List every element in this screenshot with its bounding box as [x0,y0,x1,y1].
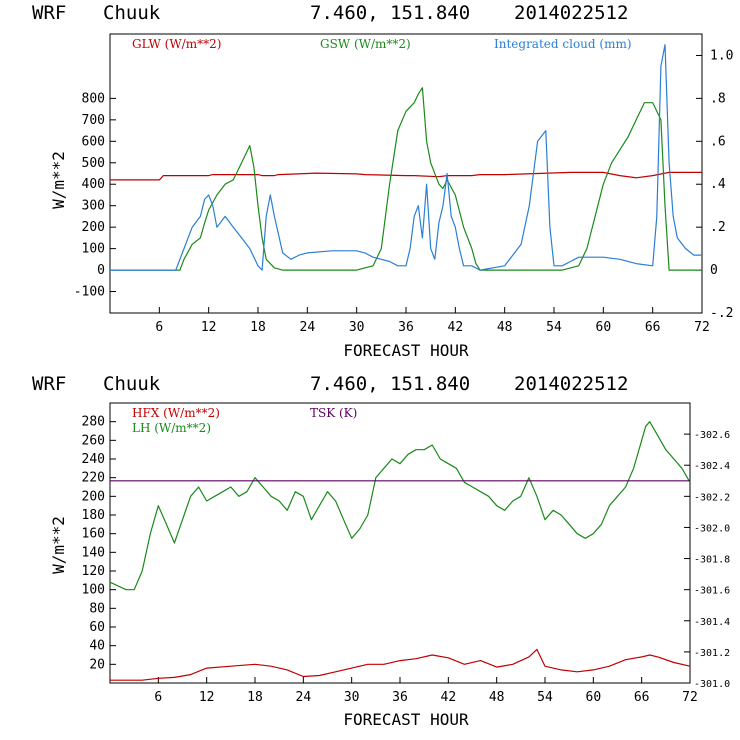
y2-tick-label: -.2 [710,306,733,321]
x-tick-label: 36 [392,690,408,705]
plot-frame-1 [109,33,703,314]
y2-tick-label: -302.0 [694,523,730,534]
x-tick-label: 18 [250,320,266,335]
x-tick-label: 36 [398,320,414,335]
gsw-series-line [110,87,702,271]
legend-glw: GLW (W/m**2) [132,37,221,51]
y-tick-label: 160 [82,527,105,542]
y-tick-label: 0 [97,263,105,278]
y-tick-label: 400 [82,177,105,192]
model-label-1: WRF [32,2,66,24]
y-tick-label: 100 [82,242,105,257]
y-tick-label: 40 [89,639,105,654]
x-tick-label: 24 [296,690,312,705]
x-tick-label: 72 [682,690,698,705]
legend-lh: LH (W/m**2) [132,421,211,435]
y2-tick-label: -301.8 [694,555,730,566]
x-tick-label: 66 [634,690,650,705]
x-tick-label: 60 [586,690,602,705]
legend-cloud: Integrated cloud (mm) [494,37,632,51]
legend-hfx: HFX (W/m**2) [132,406,220,420]
y2-tick-label: .4 [710,177,726,192]
x-tick-label: 30 [344,690,360,705]
y2-tick-label: -302.4 [694,461,730,472]
x-tick-label: 60 [596,320,612,335]
x-tick-label: 12 [199,690,215,705]
x-axis-label-2: FORECAST HOUR [343,710,469,729]
legend-tsk: TSK (K) [310,406,357,420]
x-tick-label: 24 [300,320,316,335]
hfx-series-line [110,648,691,681]
x-tick-label: 12 [201,320,217,335]
integrated-series-line [110,44,702,271]
init-time-label-2: 2014022512 [514,373,628,395]
plot-frame-2 [109,402,691,684]
y-tick-label: 220 [82,471,105,486]
y-tick-label: 20 [89,657,105,672]
y-tick-label: 280 [82,415,105,430]
y-tick-label: 200 [82,220,105,235]
lh-series-line [109,421,691,591]
x-tick-label: 6 [154,690,162,705]
x-tick-label: 48 [497,320,513,335]
x-tick-label: 42 [448,320,464,335]
y2-tick-label: 0 [710,263,718,278]
x-tick-label: 6 [155,320,163,335]
y-axis-label-2: W/m**2 [49,516,68,574]
y2-tick-label: -301.2 [694,648,730,659]
y2-tick-label: -301.0 [694,679,730,690]
x-tick-label: 72 [694,320,710,335]
y-tick-label: 100 [82,583,105,598]
station-label-2: Chuuk [103,373,161,395]
x-tick-label: 18 [247,690,263,705]
y-tick-label: 260 [82,433,105,448]
series-lines-2 [109,421,691,681]
y2-tick-label: .8 [710,91,726,106]
y2-tick-label: 1.0 [710,48,733,63]
y2-tick-label: .6 [710,134,726,149]
coords-label-1: 7.460, 151.840 [310,2,470,24]
x-tick-label: 30 [349,320,365,335]
init-time-label-1: 2014022512 [514,2,628,24]
station-label-1: Chuuk [103,2,161,24]
coords-label-2: 7.460, 151.840 [310,373,470,395]
y2-tick-label: .2 [710,220,726,235]
axis-ticks-2: 6 12 18 24 30 36 42 48 54 60 66 72 20 40 60 80 100 120 140… [82,415,731,705]
y-tick-label: 140 [82,545,105,560]
glw-series-line [110,171,702,181]
y-tick-label: -100 [74,285,105,300]
y-axis-label-1: W/m**2 [49,151,68,209]
y2-tick-label: -301.4 [694,617,730,628]
x-axis-label-1: FORECAST HOUR [343,341,469,360]
y-tick-label: 240 [82,452,105,467]
y-tick-label: 700 [82,113,105,128]
y2-tick-label: -302.6 [694,430,730,441]
model-label-2: WRF [32,373,66,395]
y-tick-label: 60 [89,620,105,635]
legend-gsw: GSW (W/m**2) [320,37,411,51]
flux-temperature-chart: 6 12 18 24 30 36 42 48 54 60 66 72 20 40 60 80 100 120 140… [49,402,731,729]
radiation-cloud-chart: 6 12 18 24 30 36 42 48 54 60 66 72 -100 0 100 200 300 400… [49,33,734,360]
x-tick-label: 48 [489,690,505,705]
x-tick-label: 66 [645,320,661,335]
y-tick-label: 180 [82,508,105,523]
y-tick-label: 500 [82,156,105,171]
y-tick-label: 600 [82,134,105,149]
axis-ticks-1: 6 12 18 24 30 36 42 48 54 60 66 72 -100 0 100 200 300 400… [74,48,734,335]
x-tick-label: 54 [537,690,553,705]
y-tick-label: 300 [82,199,105,214]
series-lines-1 [110,44,702,271]
y-tick-label: 800 [82,91,105,106]
y-tick-label: 80 [89,601,105,616]
y2-tick-label: -302.2 [694,492,730,503]
y-tick-label: 200 [82,489,105,504]
y2-tick-label: -301.6 [694,586,730,597]
x-tick-label: 42 [441,690,457,705]
x-tick-label: 54 [546,320,562,335]
y-tick-label: 120 [82,564,105,579]
